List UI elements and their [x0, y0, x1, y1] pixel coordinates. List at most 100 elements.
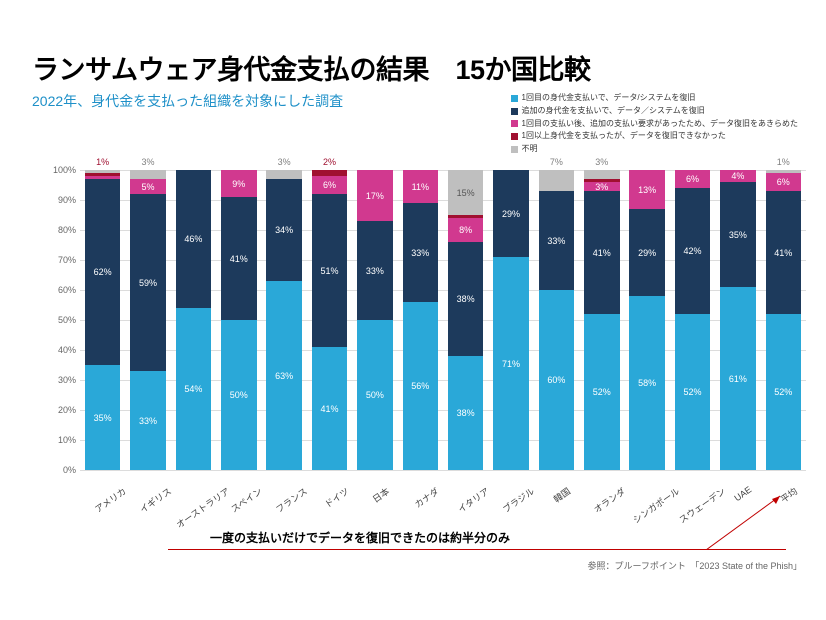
bar-segment: 41%	[221, 197, 256, 320]
legend-item: 追加の身代金を支払いで、データ／システムを復旧	[511, 105, 798, 118]
segment-label: 51%	[312, 266, 347, 276]
bar-segment: 52%	[766, 314, 801, 470]
segment-label: 63%	[266, 371, 301, 381]
segment-label: 54%	[176, 384, 211, 394]
bar: 50%41%9%	[221, 170, 256, 470]
bar-segment	[584, 179, 619, 182]
y-tick: 40%	[58, 345, 76, 355]
bar: 61%35%4%	[720, 170, 755, 470]
y-tick: 80%	[58, 225, 76, 235]
segment-label: 38%	[448, 408, 483, 418]
segment-label: 59%	[130, 278, 165, 288]
bar-segment: 29%	[493, 170, 528, 257]
segment-label: 15%	[448, 188, 483, 198]
bar-segment: 33%	[357, 221, 392, 320]
bar-segment: 52%	[584, 314, 619, 470]
segment-label: 34%	[266, 225, 301, 235]
bar-segment	[266, 170, 301, 179]
segment-label: 4%	[720, 171, 755, 181]
bar-top-label: 3%	[130, 157, 165, 167]
bar: 56%33%11%	[403, 170, 438, 470]
segment-label: 56%	[403, 381, 438, 391]
segment-label: 29%	[629, 248, 664, 258]
x-label: シンガポール	[630, 484, 682, 526]
bar-segment: 38%	[448, 356, 483, 470]
bar-segment: 63%	[266, 281, 301, 470]
bar-segment	[312, 170, 347, 176]
bar: 52%41%6%1%	[766, 170, 801, 470]
bar-segment: 46%	[176, 170, 211, 308]
bar: 71% 29%	[493, 170, 528, 470]
bar-segment: 41%	[766, 191, 801, 314]
source-text: 参照：プルーフポイント 「2023 State of the Phish」	[587, 559, 802, 572]
legend-label: 不明	[522, 143, 538, 156]
bar-segment: 29%	[629, 209, 664, 296]
bar-column: 50%33%17%日本	[352, 170, 397, 470]
annotation-underline	[168, 549, 786, 550]
x-label: ブラジル	[500, 484, 537, 515]
x-label: イギリス	[137, 484, 174, 515]
y-tick: 90%	[58, 195, 76, 205]
legend-swatch	[511, 120, 518, 127]
bar-column: 33%59%5%3%イギリス	[125, 170, 170, 470]
y-tick: 10%	[58, 435, 76, 445]
bar-segment: 60%	[539, 290, 574, 470]
bar-segment	[539, 170, 574, 191]
bar-segment: 56%	[403, 302, 438, 470]
bar-column: 52%41%6%1%平均	[761, 170, 806, 470]
segment-label: 52%	[766, 387, 801, 397]
segment-label: 8%	[448, 225, 483, 235]
chart: 0%10%20%30%40%50%60%70%80%90%100% 35%62%…	[46, 170, 806, 470]
segment-label: 71%	[493, 359, 528, 369]
bar-segment: 13%	[629, 170, 664, 209]
bar-segment: 50%	[357, 320, 392, 470]
bar-segment: 41%	[584, 191, 619, 314]
legend-label: 1回以上身代金を支払ったが、データを復旧できなかった	[522, 130, 726, 143]
y-axis: 0%10%20%30%40%50%60%70%80%90%100%	[46, 170, 80, 470]
bar: 41%51%6%2%	[312, 170, 347, 470]
bar-column: 38%38%8%15%イタリア	[443, 170, 488, 470]
y-tick: 50%	[58, 315, 76, 325]
legend-swatch	[511, 95, 518, 102]
bars: 35%62%1%アメリカ33%59%5%3%イギリス54%46%オーストラリア5…	[80, 170, 806, 470]
segment-label: 6%	[675, 174, 710, 184]
bar-column: 52%41%3%3%オランダ	[579, 170, 624, 470]
bar-segment: 33%	[130, 371, 165, 470]
bar-segment: 62%	[85, 179, 120, 365]
x-label: アメリカ	[92, 484, 129, 515]
segment-label: 35%	[720, 230, 755, 240]
bar-segment: 17%	[357, 170, 392, 221]
x-label: フランス	[273, 484, 310, 515]
x-label: カナダ	[412, 484, 442, 510]
bar-top-label: 1%	[85, 157, 120, 167]
bar-column: 58%29%13%シンガポール	[625, 170, 670, 470]
x-label: イタリア	[455, 484, 492, 515]
y-tick: 70%	[58, 255, 76, 265]
bar-segment	[85, 173, 120, 176]
bar-top-label: 2%	[312, 157, 347, 167]
bar-segment: 4%	[720, 170, 755, 182]
segment-label: 29%	[493, 209, 528, 219]
legend-label: 追加の身代金を支払いで、データ／システムを復旧	[522, 105, 705, 118]
x-label: 日本	[370, 484, 392, 505]
bar-segment: 6%	[675, 170, 710, 188]
bar-segment: 11%	[403, 170, 438, 203]
bar-top-label: 3%	[584, 157, 619, 167]
bar-segment: 50%	[221, 320, 256, 470]
segment-label: 38%	[448, 294, 483, 304]
bar-segment	[584, 170, 619, 179]
y-tick: 0%	[63, 465, 76, 475]
bar-segment: 9%	[221, 170, 256, 197]
segment-label: 50%	[357, 390, 392, 400]
segment-label: 5%	[130, 182, 165, 192]
gridline	[80, 470, 806, 471]
x-label: オーストラリア	[174, 484, 233, 531]
segment-label: 62%	[85, 267, 120, 277]
segment-label: 60%	[539, 375, 574, 385]
bar-segment: 51%	[312, 194, 347, 347]
segment-label: 17%	[357, 191, 392, 201]
bar: 38% 38% 8% 15%	[448, 170, 483, 470]
annotation-text: 一度の支払いだけでデータを復旧できたのは約半分のみ	[210, 529, 510, 546]
y-tick: 60%	[58, 285, 76, 295]
bar-column: 60%33%7%韓国	[534, 170, 579, 470]
